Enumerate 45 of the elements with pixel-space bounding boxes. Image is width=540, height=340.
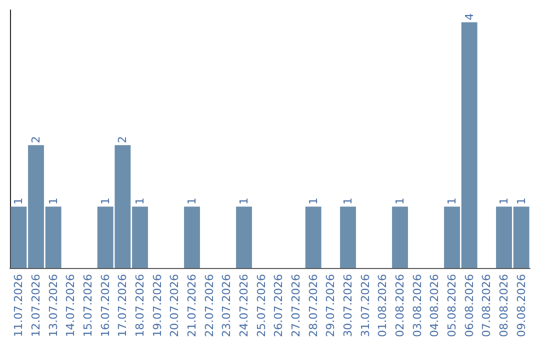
x-tick-label: 11.07.2026 bbox=[12, 274, 26, 338]
x-tick-label: 29.07.2026 bbox=[324, 274, 338, 338]
x-tick-label: 26.07.2026 bbox=[272, 274, 286, 338]
x-tick-label: 21.07.2026 bbox=[186, 274, 198, 338]
x-tick-label: 30.07.2026 bbox=[342, 274, 354, 338]
data-label: 1 bbox=[12, 198, 26, 205]
data-label: 1 bbox=[446, 198, 458, 205]
data-label: 1 bbox=[46, 198, 60, 205]
data-label: 2 bbox=[30, 136, 42, 144]
data-label: 1 bbox=[186, 198, 198, 205]
data-label: 1 bbox=[394, 198, 406, 205]
x-tick-label: 06.08.2026 bbox=[462, 274, 476, 338]
x-tick-label: 08.08.2026 bbox=[498, 274, 510, 338]
x-tick-label: 02.08.2026 bbox=[394, 274, 406, 338]
x-tick-label: 14.07.2026 bbox=[64, 274, 78, 338]
data-label: 1 bbox=[238, 198, 250, 205]
x-tick-label: 09.08.2026 bbox=[514, 274, 528, 338]
x-tick-label: 05.08.2026 bbox=[446, 274, 458, 338]
x-tick-label: 25.07.2026 bbox=[254, 274, 268, 338]
data-label: 1 bbox=[514, 198, 528, 205]
x-tick-label: 07.08.2026 bbox=[480, 274, 494, 338]
data-label: 2 bbox=[116, 136, 130, 144]
x-tick-label: 16.07.2026 bbox=[98, 274, 112, 338]
data-label: 1 bbox=[498, 198, 510, 205]
data-label: 1 bbox=[306, 198, 320, 205]
x-tick-label: 13.07.2026 bbox=[46, 274, 60, 338]
x-tick-label: 27.07.2026 bbox=[290, 274, 302, 338]
data-label: 1 bbox=[342, 198, 354, 205]
x-tick-label: 01.08.2026 bbox=[376, 274, 390, 338]
x-tick-label: 19.07.2026 bbox=[150, 274, 164, 338]
data-label: 4 bbox=[462, 13, 476, 20]
x-tick-label: 03.08.2026 bbox=[410, 274, 424, 338]
x-tick-label: 17.07.2026 bbox=[116, 274, 130, 338]
x-tick-label: 24.07.2026 bbox=[238, 274, 250, 338]
x-tick-label: 22.07.2026 bbox=[202, 274, 216, 338]
x-tick-label: 04.08.2026 bbox=[428, 274, 442, 338]
x-tick-label: 12.07.2026 bbox=[30, 274, 42, 338]
x-tick-label: 18.07.2026 bbox=[134, 274, 146, 338]
data-label: 1 bbox=[134, 198, 146, 205]
data-label: 1 bbox=[98, 198, 112, 205]
x-tick-label: 20.07.2026 bbox=[168, 274, 182, 338]
x-tick-label: 15.07.2026 bbox=[82, 274, 94, 338]
x-tick-label: 31.07.2026 bbox=[358, 274, 372, 338]
x-tick-label: 28.07.2026 bbox=[306, 274, 320, 338]
x-tick-label: 23.07.2026 bbox=[220, 274, 234, 338]
